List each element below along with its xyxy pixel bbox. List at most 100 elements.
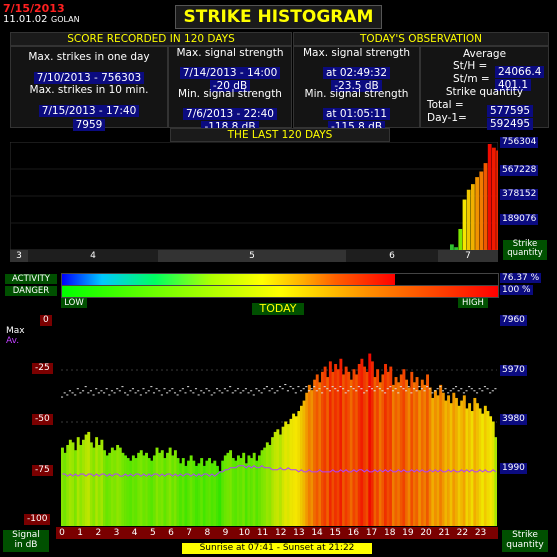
month-label: 3 xyxy=(10,250,28,262)
ten-min-bar xyxy=(454,397,458,526)
ten-min-bar xyxy=(302,400,306,526)
ten-min-bar xyxy=(202,465,206,526)
day-bar xyxy=(458,228,463,250)
ten-min-bar xyxy=(213,460,217,526)
ten-min-bar xyxy=(171,455,175,526)
ten-min-bar xyxy=(66,444,70,526)
ten-min-bar xyxy=(300,405,303,526)
ten-min-bar xyxy=(210,463,214,526)
ten-min-bar xyxy=(244,463,248,526)
day-bar xyxy=(454,247,458,250)
ten-min-bar xyxy=(470,411,474,526)
ten-min-bar xyxy=(257,455,261,526)
ten-min-bar xyxy=(286,424,290,526)
ten-min-bar xyxy=(368,353,372,526)
ten-min-bar xyxy=(155,447,159,526)
ten-min-bar xyxy=(389,366,393,526)
ten-min-bar xyxy=(412,382,416,526)
hour-tick: 3 xyxy=(113,528,120,538)
hour-tick: 13 xyxy=(293,528,305,538)
qty-tick: 1990 xyxy=(500,463,527,474)
ten-min-bar xyxy=(265,442,269,526)
ten-min-bar xyxy=(439,384,443,526)
signal-strength-panel: Max. signal strength 7/14/2013 - 14:00 -… xyxy=(168,46,292,133)
ten-min-bar xyxy=(420,379,424,526)
month-label: 6 xyxy=(346,250,438,262)
ten-min-bar xyxy=(279,434,282,526)
hour-tick: 17 xyxy=(365,528,378,538)
ten-min-bar xyxy=(294,416,298,526)
signal-tick: -100 xyxy=(24,514,51,525)
ten-min-bar xyxy=(494,437,497,526)
ten-min-bar xyxy=(307,384,311,526)
ten-min-bar xyxy=(84,434,88,526)
legend-av: Av. xyxy=(6,336,20,346)
ten-min-bar xyxy=(200,458,204,526)
stm-label: St/m = xyxy=(453,73,490,85)
ten-min-bar xyxy=(95,437,99,526)
current-time: 11.01.02 xyxy=(3,14,48,25)
ten-min-bar xyxy=(110,447,114,526)
ten-min-bar xyxy=(168,447,172,526)
ten-min-bar xyxy=(397,382,401,526)
today-max-sig-label: Max. signal strength xyxy=(302,47,410,59)
ten-min-bar xyxy=(415,377,419,526)
ten-min-bar xyxy=(315,374,319,526)
ten-min-bar xyxy=(457,405,461,526)
today-qty-axis: 7960 5970 3980 1990 xyxy=(500,313,550,527)
ten-min-bar xyxy=(260,450,264,526)
ten-min-bar xyxy=(103,450,106,526)
ten-min-bar xyxy=(365,371,369,526)
hour-tick: 7 xyxy=(186,528,193,538)
hour-tick: 14 xyxy=(311,528,323,538)
day-bar xyxy=(496,150,498,250)
ten-min-bar xyxy=(376,369,380,526)
hour-tick: 10 xyxy=(238,528,251,538)
danger-bar xyxy=(61,285,499,298)
month-label: 4 xyxy=(28,250,158,262)
ten-min-bar xyxy=(89,442,93,526)
ten-min-bar xyxy=(189,455,193,526)
max-sig-value: -20 dB xyxy=(209,80,251,92)
ten-min-bar xyxy=(173,450,177,526)
ten-min-bar xyxy=(176,458,180,526)
ten-min-bar xyxy=(76,437,80,526)
ten-min-bar xyxy=(297,411,301,526)
today-max-sig-value: -23.5 dB xyxy=(331,80,382,92)
ten-min-bar xyxy=(194,465,198,526)
ten-min-bar xyxy=(160,450,164,526)
ten-min-bar xyxy=(208,458,212,526)
ten-min-bar xyxy=(97,444,101,526)
ten-min-bar xyxy=(310,390,314,526)
ten-min-bar xyxy=(483,405,487,526)
today-max-sig-time: at 02:49:32 xyxy=(322,67,391,79)
ten-min-bar xyxy=(142,455,146,526)
hour-tick: 15 xyxy=(329,528,341,538)
ten-min-bar xyxy=(147,458,151,526)
ten-min-bar xyxy=(215,465,219,526)
ten-min-bar xyxy=(323,366,327,526)
ten-min-bar xyxy=(370,361,374,526)
ten-min-bar xyxy=(491,421,495,526)
ten-min-bar xyxy=(192,460,196,526)
current-date: 7/15/2013 xyxy=(3,2,65,15)
ten-min-bar xyxy=(373,377,377,526)
danger-pct: 100 % xyxy=(500,285,533,295)
hour-axis: 0 1 2 3 4 5 6 7 8 9 10 11 12 13 14 15 16 17 18 19 20 21 22 23 xyxy=(56,527,498,539)
signal-tick: -50 xyxy=(32,414,53,425)
ten-min-bar xyxy=(473,397,477,526)
hour-tick: 20 xyxy=(420,528,432,538)
month-label: 7 xyxy=(438,250,498,262)
ten-min-bar xyxy=(139,450,143,526)
sth-label: St/H = xyxy=(453,60,488,72)
score-header: SCORE RECORDED IN 120 DAYS xyxy=(10,32,292,46)
ten-min-bar xyxy=(281,426,285,526)
ten-min-bar xyxy=(118,447,122,526)
ten-min-bar xyxy=(236,455,240,526)
total-value: 577595 xyxy=(487,105,534,117)
ten-min-bar xyxy=(352,369,356,526)
ten-min-bar xyxy=(134,458,138,526)
avg-signal-line xyxy=(62,465,497,477)
ten-min-bar xyxy=(441,392,445,526)
ten-min-bar xyxy=(179,463,183,526)
